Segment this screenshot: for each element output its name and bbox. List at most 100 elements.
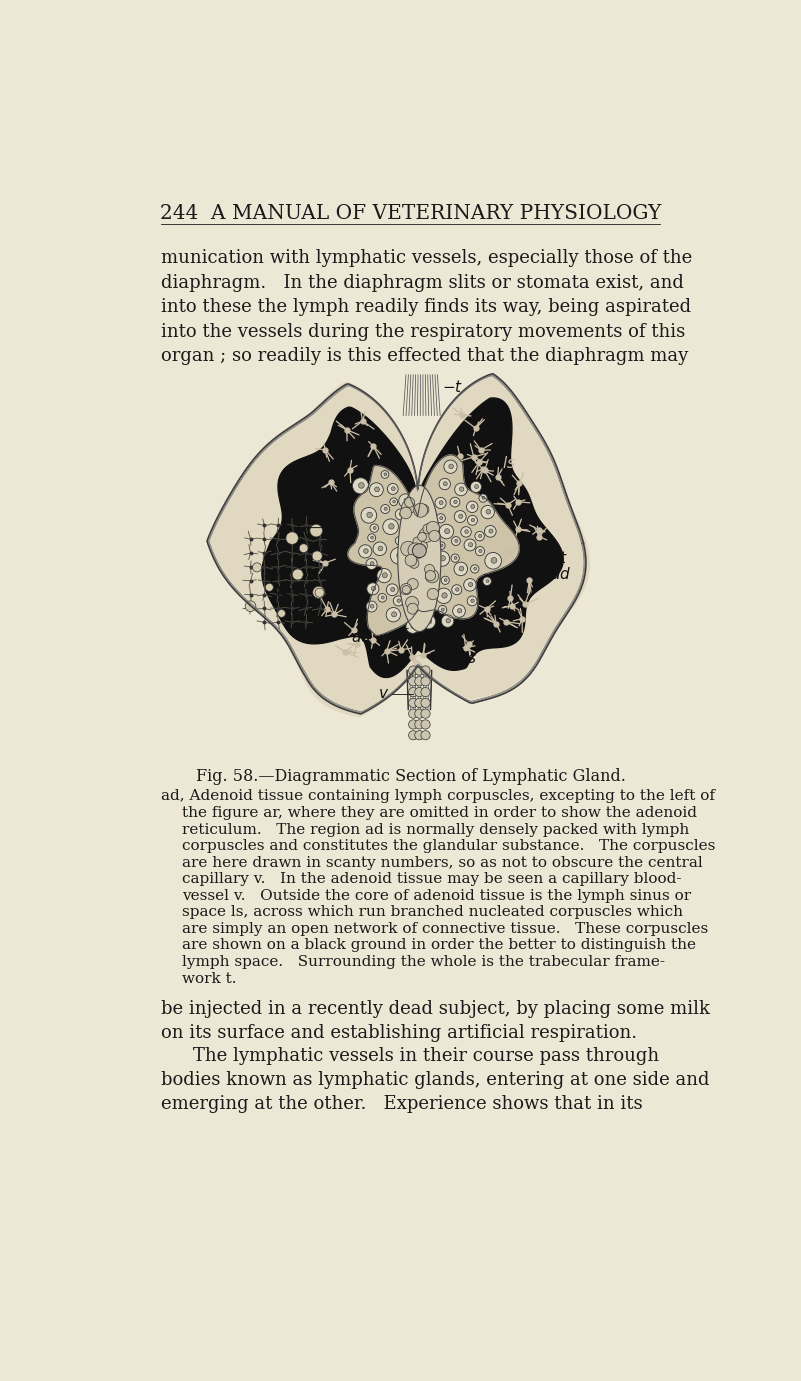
Circle shape — [460, 487, 464, 492]
Circle shape — [482, 496, 485, 500]
Circle shape — [425, 543, 436, 554]
Text: emerging at the other.   Experience shows that in its: emerging at the other. Experience shows … — [161, 1095, 642, 1113]
Circle shape — [468, 515, 477, 525]
Circle shape — [378, 545, 383, 551]
Polygon shape — [262, 398, 563, 678]
Circle shape — [445, 579, 447, 581]
Text: into these the lymph readily finds its way, being aspirated: into these the lymph readily finds its w… — [161, 298, 690, 316]
Circle shape — [368, 534, 376, 541]
Circle shape — [455, 483, 467, 496]
Circle shape — [373, 526, 376, 529]
Circle shape — [455, 539, 458, 543]
Circle shape — [409, 559, 419, 569]
Circle shape — [405, 554, 417, 566]
Circle shape — [470, 481, 481, 493]
Circle shape — [407, 579, 418, 590]
Circle shape — [485, 526, 496, 537]
Circle shape — [452, 537, 461, 545]
Circle shape — [398, 569, 412, 583]
Circle shape — [441, 576, 449, 584]
Text: on its surface and establishing artificial respiration.: on its surface and establishing artifici… — [161, 1023, 637, 1041]
Circle shape — [413, 503, 428, 518]
Circle shape — [352, 478, 368, 494]
Circle shape — [464, 539, 476, 551]
Text: $\mathit{ar}$: $\mathit{ar}$ — [276, 586, 294, 601]
Circle shape — [413, 606, 422, 616]
Text: ad, Adenoid tissue containing lymph corpuscles, excepting to the left of: ad, Adenoid tissue containing lymph corp… — [161, 790, 714, 804]
Circle shape — [312, 551, 322, 561]
Circle shape — [444, 460, 457, 474]
Circle shape — [396, 552, 403, 558]
Circle shape — [426, 574, 429, 577]
Circle shape — [400, 521, 409, 529]
Circle shape — [409, 731, 418, 740]
Circle shape — [442, 592, 447, 598]
Circle shape — [381, 471, 388, 478]
Circle shape — [471, 504, 475, 508]
Circle shape — [400, 512, 403, 516]
Circle shape — [467, 597, 477, 606]
Circle shape — [421, 677, 430, 686]
Circle shape — [427, 619, 432, 624]
Circle shape — [427, 588, 439, 599]
Text: work t.: work t. — [183, 971, 237, 986]
Circle shape — [386, 584, 398, 595]
Circle shape — [377, 569, 391, 583]
Circle shape — [424, 533, 433, 541]
Circle shape — [479, 494, 487, 503]
Circle shape — [300, 544, 308, 552]
Circle shape — [466, 501, 478, 512]
Circle shape — [405, 597, 414, 606]
Circle shape — [475, 547, 485, 555]
Circle shape — [438, 605, 447, 615]
Polygon shape — [208, 374, 590, 717]
Circle shape — [392, 486, 395, 490]
Text: are shown on a black ground in order the better to distinguish the: are shown on a black ground in order the… — [183, 939, 696, 953]
Circle shape — [397, 599, 400, 602]
Circle shape — [453, 500, 457, 504]
Circle shape — [245, 601, 256, 612]
Circle shape — [400, 507, 412, 519]
Circle shape — [471, 599, 474, 602]
Circle shape — [415, 720, 424, 729]
Circle shape — [474, 485, 478, 489]
Circle shape — [459, 514, 463, 518]
Circle shape — [464, 579, 477, 591]
Circle shape — [435, 497, 446, 508]
Circle shape — [411, 587, 416, 591]
Circle shape — [481, 505, 494, 519]
Circle shape — [381, 597, 384, 599]
Circle shape — [471, 565, 479, 573]
Circle shape — [483, 577, 491, 586]
Circle shape — [391, 587, 395, 591]
Circle shape — [315, 588, 324, 597]
Circle shape — [414, 530, 417, 534]
Polygon shape — [348, 454, 519, 635]
Circle shape — [408, 510, 421, 523]
Circle shape — [395, 536, 404, 545]
Circle shape — [434, 551, 449, 566]
Circle shape — [409, 688, 418, 696]
Circle shape — [278, 609, 285, 617]
Circle shape — [486, 580, 489, 583]
Circle shape — [408, 543, 423, 558]
Circle shape — [473, 568, 477, 570]
Circle shape — [471, 518, 475, 522]
Circle shape — [411, 624, 416, 628]
Circle shape — [370, 523, 378, 532]
Circle shape — [429, 514, 432, 518]
Text: space ls, across which run branched nucleated corpuscles which: space ls, across which run branched nucl… — [183, 906, 683, 920]
Text: lymph space.   Surrounding the whole is the trabecular frame-: lymph space. Surrounding the whole is th… — [183, 956, 666, 969]
Circle shape — [415, 677, 424, 686]
Circle shape — [391, 547, 407, 563]
Text: vessel v.   Outside the core of adenoid tissue is the lymph sinus or: vessel v. Outside the core of adenoid ti… — [183, 889, 691, 903]
Circle shape — [446, 619, 450, 623]
Circle shape — [415, 731, 424, 740]
Text: munication with lymphatic vessels, especially those of the: munication with lymphatic vessels, espec… — [161, 249, 692, 267]
Circle shape — [441, 608, 445, 610]
Circle shape — [486, 510, 491, 514]
Circle shape — [439, 478, 450, 490]
Circle shape — [437, 514, 445, 523]
Circle shape — [409, 544, 424, 559]
Circle shape — [440, 516, 443, 519]
